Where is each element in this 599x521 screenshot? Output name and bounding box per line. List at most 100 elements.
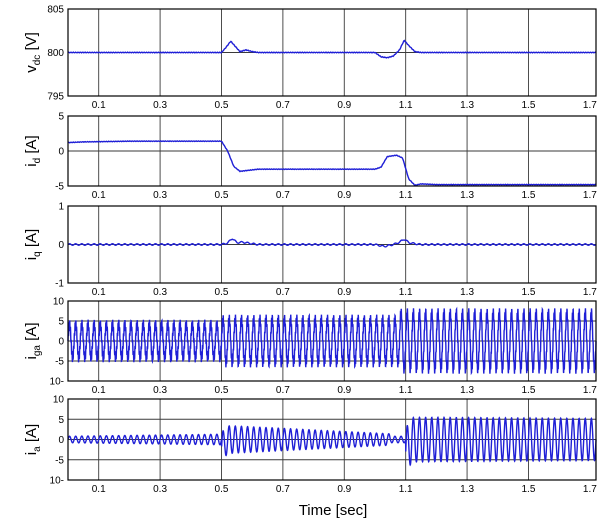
y-tick-label: -5 <box>55 182 64 193</box>
x-tick-label: 0.5 <box>215 100 229 111</box>
x-tick-label: 0.3 <box>153 385 167 396</box>
plot-frame <box>67 205 597 284</box>
x-tick-label: 1.3 <box>460 190 474 201</box>
x-tick-label: 0.3 <box>153 484 167 495</box>
subplot-3: 1 0 -1 0.1 0.3 0.5 0.7 0.9 1.1 1.3 1.5 1.7 iq [A] <box>23 202 597 299</box>
ylabel-unit: [A] <box>23 135 40 158</box>
x-tick-label: 1.7 <box>583 484 597 495</box>
series-line <box>67 306 597 376</box>
y-tick-label: 0 <box>58 435 64 446</box>
series-line <box>67 415 597 467</box>
x-tick-label: 0.5 <box>215 484 229 495</box>
x-tick-label: 1.1 <box>399 190 413 201</box>
ylabel-subscript: a <box>32 446 43 452</box>
x-tick-label: 1.3 <box>460 287 474 298</box>
x-tick-label: 1.1 <box>399 100 413 111</box>
x-tick-label: 1.1 <box>399 385 413 396</box>
x-tick-label: 0.7 <box>276 100 290 111</box>
y-tick-label: 0 <box>58 337 64 348</box>
y-tick-label: -1 <box>55 279 64 290</box>
series-line <box>67 140 597 187</box>
y-tick-label: 10- <box>50 476 64 487</box>
subplot-1: 805 800 795 0.1 0.3 0.5 0.7 0.9 1.1 1.3 1.5 1.7 vdc … <box>23 5 597 112</box>
x-axis-label: Time [sec] <box>299 502 368 519</box>
y-tick-label: 10- <box>50 377 64 388</box>
y-tick-label: 5 <box>58 317 64 328</box>
ylabel-subscript: dc <box>32 55 43 66</box>
x-tick-label: 0.1 <box>92 287 106 298</box>
y-tick-label: 1 <box>58 202 64 213</box>
plot-frame <box>67 8 597 97</box>
x-tick-label: 1.3 <box>460 484 474 495</box>
plot-frame <box>67 300 597 382</box>
y-tick-label: 10 <box>53 395 65 406</box>
x-tick-label: 0.7 <box>276 190 290 201</box>
y-tick-label: 10 <box>53 297 65 308</box>
y-tick-label: 805 <box>47 5 64 16</box>
x-tick-label: 0.7 <box>276 287 290 298</box>
x-tick-label: 0.9 <box>337 190 351 201</box>
y-tick-label: 795 <box>47 92 64 103</box>
ylabel-main: i <box>23 163 40 166</box>
x-tick-label: 1.5 <box>522 287 536 298</box>
x-tick-label: 1.3 <box>460 385 474 396</box>
ylabel-subscript: q <box>32 251 43 257</box>
ylabel-main: i <box>23 452 40 455</box>
x-tick-label: 1.1 <box>399 484 413 495</box>
x-tick-label: 1.5 <box>522 385 536 396</box>
subplot-4: 10 5 0 -5 10- 0.1 0.3 0.5 0.7 0.9 1.1 1.3 1.5 1.7 iga … <box>23 297 597 397</box>
x-tick-label: 1.7 <box>583 385 597 396</box>
y-tick-label: 5 <box>58 112 64 123</box>
ylabel-unit: [V] <box>23 32 40 55</box>
x-tick-label: 0.3 <box>153 100 167 111</box>
y-axis-label: vdc [V] <box>23 32 43 73</box>
ylabel-subscript: ga <box>32 345 43 357</box>
y-tick-label: 0 <box>58 147 64 158</box>
x-tick-label: 0.1 <box>92 385 106 396</box>
ylabel-main: v <box>23 65 40 73</box>
x-tick-label: 0.1 <box>92 190 106 201</box>
x-tick-label: 1.7 <box>583 190 597 201</box>
x-tick-label: 0.1 <box>92 100 106 111</box>
x-tick-label: 0.9 <box>337 100 351 111</box>
x-tick-label: 1.5 <box>522 484 536 495</box>
x-tick-label: 0.5 <box>215 385 229 396</box>
y-tick-label: -5 <box>55 357 64 368</box>
y-axis-label: iq [A] <box>23 229 43 260</box>
x-tick-label: 1.3 <box>460 100 474 111</box>
series-line <box>67 238 597 248</box>
x-tick-label: 0.9 <box>337 484 351 495</box>
y-axis-label: id [A] <box>23 135 43 166</box>
x-tick-label: 1.7 <box>583 100 597 111</box>
ylabel-main: i <box>23 356 40 359</box>
x-tick-label: 0.5 <box>215 190 229 201</box>
y-tick-label: 800 <box>47 48 64 59</box>
ylabel-main: i <box>23 257 40 260</box>
x-tick-label: 0.1 <box>92 484 106 495</box>
y-tick-label: 5 <box>58 415 64 426</box>
x-tick-label: 0.9 <box>337 385 351 396</box>
x-tick-label: 1.7 <box>583 287 597 298</box>
y-tick-label: -5 <box>55 455 64 466</box>
plot-frame <box>67 398 597 481</box>
y-axis-label: iga [A] <box>23 323 43 360</box>
y-axis-label: ia [A] <box>23 424 43 455</box>
plot-frame <box>67 115 597 187</box>
x-tick-label: 1.5 <box>522 100 536 111</box>
subplot-2: 5 0 -5 0.1 0.3 0.5 0.7 0.9 1.1 1.3 1.5 1.7 id [A] <box>23 112 597 202</box>
y-tick-label: 0 <box>58 240 64 251</box>
x-tick-label: 0.3 <box>153 287 167 298</box>
ylabel-subscript: d <box>32 158 43 164</box>
x-tick-label: 0.9 <box>337 287 351 298</box>
x-tick-label: 1.1 <box>399 287 413 298</box>
x-tick-label: 0.3 <box>153 190 167 201</box>
series-line <box>67 39 597 59</box>
ylabel-unit: [A] <box>23 424 40 447</box>
x-tick-label: 0.7 <box>276 484 290 495</box>
ylabel-unit: [A] <box>23 323 40 346</box>
x-tick-label: 1.5 <box>522 190 536 201</box>
ylabel-unit: [A] <box>23 229 40 252</box>
x-tick-label: 0.5 <box>215 287 229 298</box>
subplot-5: 10 5 0 -5 10- 0.1 0.3 0.5 0.7 0.9 1.1 1.3 1.5 1.7 ia [… <box>23 395 597 496</box>
